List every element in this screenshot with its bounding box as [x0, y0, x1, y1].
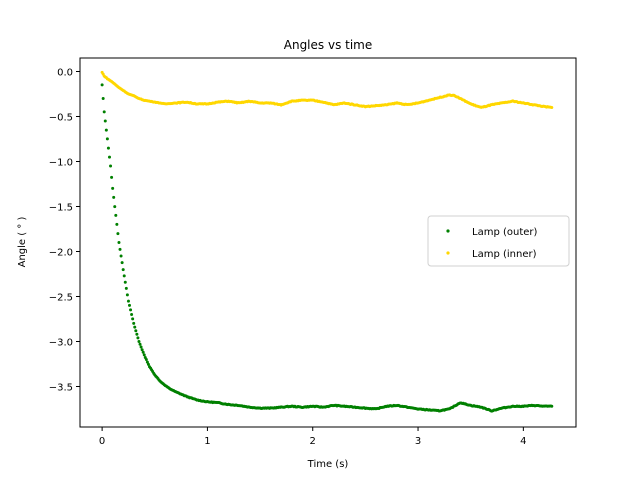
- data-point: [110, 175, 114, 179]
- data-point: [125, 293, 129, 297]
- data-point: [123, 280, 127, 284]
- data-point: [109, 164, 113, 168]
- data-point: [115, 222, 119, 226]
- x-axis-label: Time (s): [307, 459, 349, 470]
- data-point: [135, 332, 139, 336]
- data-point: [112, 195, 116, 199]
- data-point: [550, 106, 554, 109]
- x-tick-label: 0: [99, 436, 105, 447]
- data-point: [132, 321, 136, 325]
- data-point: [127, 303, 131, 307]
- data-point: [106, 146, 110, 150]
- x-tick-label: 2: [310, 436, 316, 447]
- data-point: [103, 119, 107, 123]
- legend-box: [427, 215, 570, 267]
- data-point: [100, 83, 104, 87]
- data-point: [138, 342, 142, 346]
- data-point: [104, 128, 108, 132]
- data-point: [144, 358, 148, 362]
- y-tick-label: −3.5: [49, 383, 73, 394]
- chart-title: Angles vs time: [284, 38, 373, 52]
- legend-marker-outer: [446, 229, 450, 233]
- data-point: [124, 286, 128, 290]
- data-point: [142, 353, 146, 357]
- data-point: [120, 261, 124, 265]
- data-point: [139, 345, 143, 349]
- data-point: [119, 254, 123, 258]
- y-tick-label: −0.5: [49, 113, 73, 124]
- x-tick-label: 4: [520, 436, 526, 447]
- y-tick-label: −2.5: [49, 293, 73, 304]
- legend-marker-inner: [446, 251, 450, 255]
- legend: Lamp (outer) Lamp (inner): [427, 215, 570, 267]
- y-axis: 0.0 −0.5 −1.0 −1.5 −2.0 −2.5 −3.0 −3.5: [49, 68, 80, 394]
- y-tick-label: 0.0: [57, 68, 73, 79]
- data-point: [131, 317, 135, 321]
- x-tick-label: 3: [415, 436, 421, 447]
- data-point: [105, 137, 109, 141]
- data-points: [100, 70, 554, 413]
- data-point: [146, 362, 150, 366]
- data-point: [126, 299, 130, 303]
- data-point: [129, 308, 133, 312]
- data-point: [113, 205, 117, 209]
- data-point: [136, 336, 140, 340]
- data-point: [111, 186, 115, 190]
- data-point: [117, 241, 121, 245]
- data-point: [116, 232, 120, 236]
- y-tick-label: −2.0: [49, 248, 73, 259]
- data-point: [107, 155, 111, 159]
- data-point: [130, 313, 134, 317]
- data-point: [145, 360, 149, 364]
- y-tick-label: −1.0: [49, 158, 73, 169]
- y-tick-label: −3.0: [49, 338, 73, 349]
- x-axis: 0 1 2 3 4: [99, 427, 527, 447]
- data-point: [102, 110, 106, 114]
- x-tick-label: 1: [204, 436, 210, 447]
- data-point: [122, 274, 126, 278]
- series-outer: [100, 83, 554, 413]
- data-point: [137, 340, 141, 343]
- data-point: [121, 268, 125, 272]
- legend-label-inner: Lamp (inner): [472, 249, 537, 260]
- data-point: [101, 96, 105, 100]
- data-point: [134, 329, 138, 333]
- y-axis-label: Angle ( ° ): [17, 217, 28, 268]
- data-point: [133, 325, 137, 329]
- data-point: [550, 404, 554, 408]
- data-point: [140, 348, 144, 352]
- data-point: [141, 350, 145, 354]
- data-point: [118, 247, 122, 251]
- data-point: [114, 213, 118, 217]
- legend-label-outer: Lamp (outer): [472, 227, 538, 238]
- series-inner: [100, 70, 554, 109]
- y-tick-label: −1.5: [49, 203, 73, 214]
